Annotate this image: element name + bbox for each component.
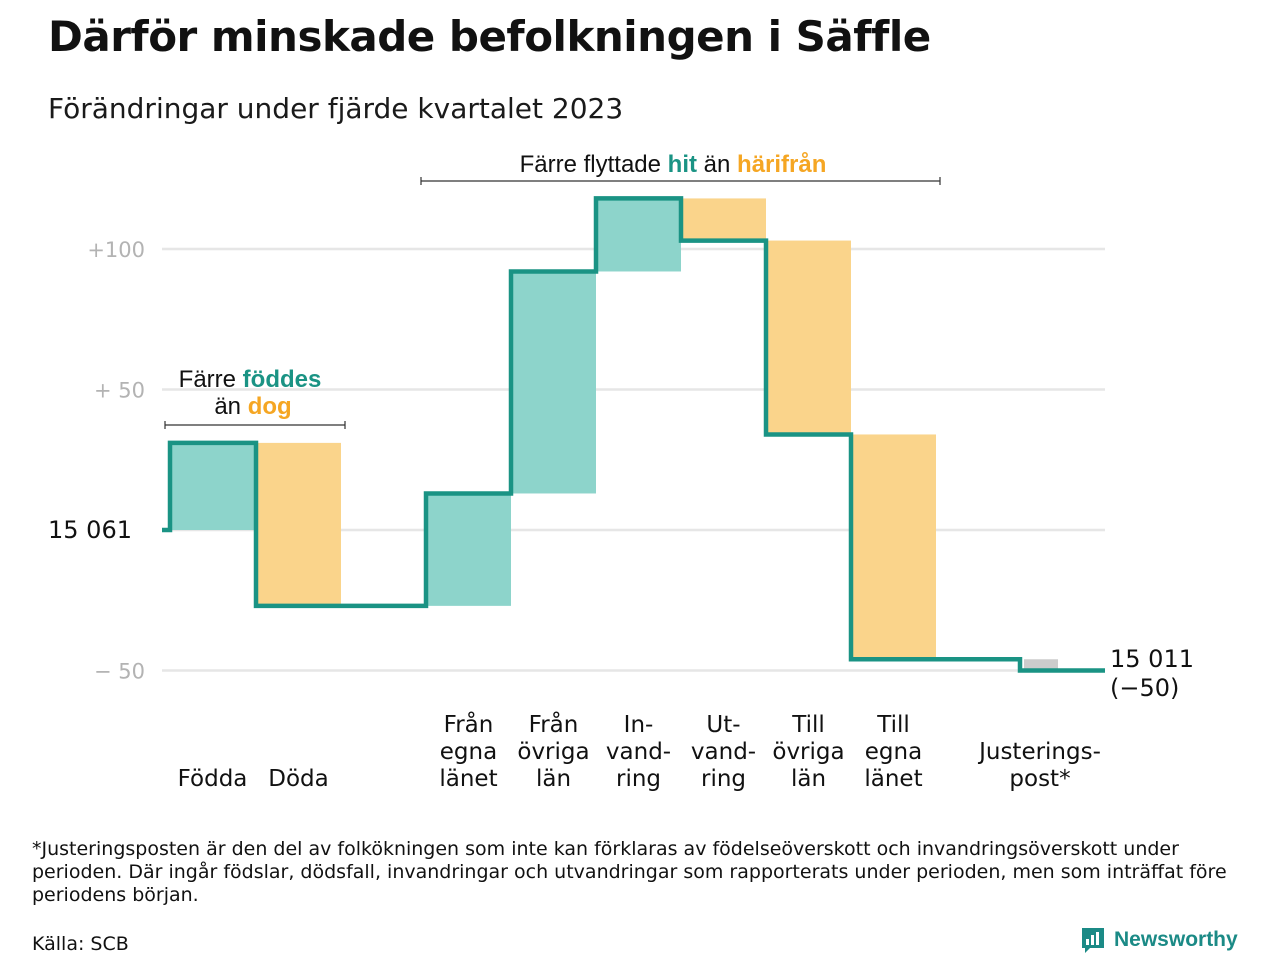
x-tick-label: Till övriga län xyxy=(772,712,844,792)
annotation-migration: Färre flyttade hit än härifrån xyxy=(520,151,827,178)
start-value-label: 15 061 xyxy=(48,516,132,544)
x-tick-label: Justerings-post* xyxy=(977,739,1101,792)
x-tick-label: Till egna länet xyxy=(864,712,922,792)
bar xyxy=(766,240,851,435)
bar xyxy=(1024,659,1058,671)
y-tick-label: +100 xyxy=(87,238,145,262)
end-change-label: (−50) xyxy=(1110,674,1179,702)
bar xyxy=(681,198,766,241)
bar xyxy=(596,198,681,272)
bar xyxy=(426,493,511,606)
brand-logo[interactable]: Newsworthy xyxy=(1080,926,1238,954)
newsworthy-logo-icon xyxy=(1082,928,1104,953)
x-tick-label: Döda xyxy=(268,766,328,792)
chart-subtitle: Förändringar under fjärde kvartalet 2023 xyxy=(48,92,624,125)
annotation-births-deaths-line2: än dog xyxy=(214,393,291,420)
end-value-label: 15 011 xyxy=(1110,645,1194,673)
source-label: Källa: SCB xyxy=(32,933,129,955)
x-tick-label: Födda xyxy=(178,766,248,792)
annotation-births-deaths-line1: Färre föddes xyxy=(179,366,322,393)
bar xyxy=(511,271,596,494)
cumulative-line xyxy=(162,196,1105,673)
x-tick-label: Från övriga län xyxy=(517,710,589,792)
x-tick-label: Från egna länet xyxy=(439,710,497,792)
y-tick-label: − 50 xyxy=(94,660,145,684)
bar xyxy=(170,442,255,530)
bar xyxy=(851,434,936,660)
x-tick-label: Ut-vand-ring xyxy=(691,712,756,792)
y-tick-label: + 50 xyxy=(94,379,145,403)
brand-name: Newsworthy xyxy=(1114,928,1238,951)
bar xyxy=(256,442,341,606)
x-tick-label: In-vand-ring xyxy=(606,712,671,792)
footnote: *Justeringsposten är den del av folkökni… xyxy=(32,838,1227,906)
chart-title: Därför minskade befolkningen i Säffle xyxy=(48,12,931,61)
waterfall-chart: +100 + 50 − 50 15 061 Födda Döda Från egna länet… xyxy=(48,151,1194,792)
